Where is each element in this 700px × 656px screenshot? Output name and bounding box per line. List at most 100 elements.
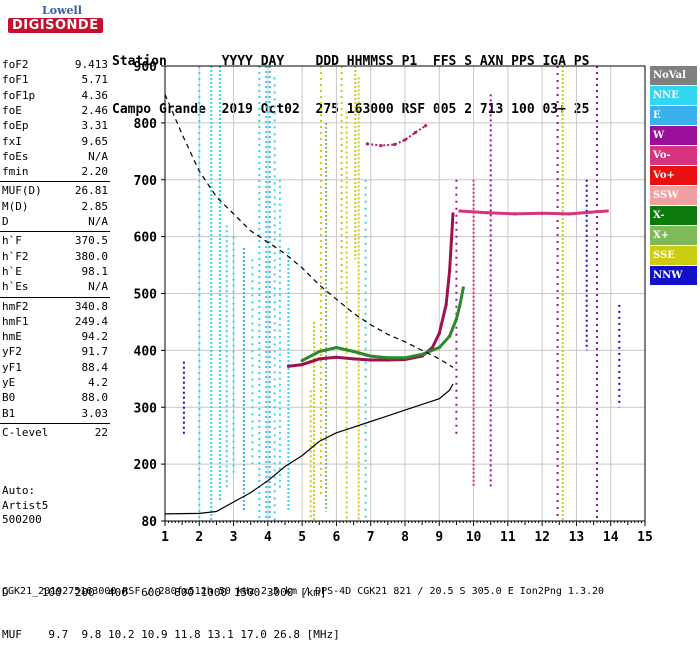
- param-row-fof1: foF1 5.71: [2, 73, 108, 87]
- param-row-fof1p: foF1p 4.36: [2, 89, 108, 103]
- trace-point: [334, 355, 338, 359]
- param-key: hmF2: [2, 299, 29, 313]
- logo-line2: DIGISONDE: [8, 18, 103, 33]
- auto-label: Auto:: [2, 484, 36, 497]
- param-row-hes: h`Es N/A: [2, 280, 108, 294]
- polarization-legend: NoVal NNE E W Vo- Vo+ SSW X- X+ SSE NNW: [650, 66, 697, 286]
- param-value: 2.85: [81, 199, 109, 213]
- trace-point: [413, 130, 417, 135]
- param-value: N/A: [88, 280, 108, 294]
- trace-point: [437, 331, 441, 335]
- auto-artist: Artist5: [2, 498, 49, 512]
- trace-point: [540, 211, 544, 215]
- trace-3: [459, 209, 608, 216]
- trace-point: [461, 286, 465, 290]
- legend-item-w: W: [650, 126, 697, 145]
- trace-point: [458, 303, 462, 307]
- x-tick-label: 11: [500, 530, 516, 545]
- trace-point: [365, 142, 369, 146]
- trace-point: [458, 209, 462, 213]
- trace-2: [367, 124, 427, 147]
- param-key: hmE: [2, 330, 22, 344]
- param-row-foep: foEp 3.31: [2, 119, 108, 133]
- param-row-md: M(D) 2.85: [2, 200, 108, 214]
- param-value: 3.31: [81, 119, 109, 133]
- station-header: Station YYYY DAY DDD HHMMSS P1 FFS S AXN…: [112, 22, 589, 134]
- trace-point: [369, 358, 373, 362]
- y-tick-label: 800: [134, 117, 158, 132]
- x-tick-label: 6: [333, 530, 341, 545]
- param-key: h`E: [2, 264, 22, 278]
- param-value: 2.20: [81, 165, 109, 179]
- param-value: 249.4: [74, 314, 108, 328]
- legend-item-vo: Vo+: [650, 166, 697, 185]
- trace-point: [420, 352, 424, 356]
- trace-point: [403, 356, 407, 360]
- trace-5: [164, 383, 454, 515]
- x-tick-label: 4: [264, 530, 272, 545]
- param-key: C-level: [2, 425, 49, 439]
- param-key: foEp: [2, 119, 29, 133]
- trace-point: [369, 354, 373, 358]
- trace-point: [403, 138, 407, 142]
- x-tick-label: 2: [195, 530, 203, 545]
- x-tick-label: 8: [401, 530, 409, 545]
- param-value: 380.0: [74, 249, 108, 263]
- param-value: 88.4: [81, 360, 109, 374]
- y-tick-label: 400: [134, 344, 158, 359]
- y-tick-label: 700: [134, 174, 158, 189]
- param-row-fxi: fxI 9.65: [2, 135, 108, 149]
- param-key: foF1p: [2, 88, 36, 102]
- trace-point: [334, 345, 338, 350]
- param-row-d: D N/A: [2, 215, 108, 229]
- muf-distance-row: D 100 200 400 600 800 1000 1500 3000 [km…: [2, 586, 327, 599]
- param-key: hmF1: [2, 314, 29, 328]
- param-row-hme: hmE 94.2: [2, 330, 108, 344]
- param-row-foe: foE 2.46: [2, 104, 108, 118]
- trace-point: [588, 210, 592, 214]
- param-row-fof2: foF2 9.413: [2, 58, 108, 72]
- legend-item-noval: NoVal: [650, 66, 697, 85]
- legend-item-vo: Vo-: [650, 146, 697, 165]
- trace-point: [605, 209, 609, 213]
- digisonde-logo: Lowell DIGISONDE: [2, 2, 103, 42]
- param-value: 5.71: [81, 73, 109, 87]
- trace-point: [513, 212, 517, 216]
- param-key: D: [2, 215, 9, 228]
- param-row-hmf2: hmF2 340.8: [2, 300, 108, 314]
- trace-point: [424, 124, 428, 128]
- trace-point: [352, 357, 356, 361]
- param-value: 22: [94, 425, 108, 439]
- y-tick-label: 200: [134, 458, 158, 473]
- param-value: 340.8: [74, 299, 108, 313]
- param-value: 98.1: [81, 264, 109, 278]
- param-key: M(D): [2, 199, 29, 213]
- trace-4: [164, 94, 454, 368]
- param-key: h`F: [2, 234, 22, 248]
- param-row-fmin: fmin 2.20: [2, 165, 108, 179]
- ionogram-chart: 1 2 3 4 5 6 7 8 9 10 11 12 13 14 158020030040050060070…: [134, 60, 653, 545]
- legend-item-nne: NNE: [650, 86, 697, 105]
- y-tick-label: 600: [134, 231, 158, 246]
- param-key: fmin: [2, 165, 29, 179]
- trace-0: [288, 213, 455, 368]
- param-row-clevel: C-level 22: [2, 426, 108, 440]
- param-value: N/A: [88, 215, 108, 228]
- param-row-b0: B0 88.0: [2, 391, 108, 405]
- param-key: h`Es: [2, 280, 29, 294]
- param-key: foF1: [2, 73, 29, 87]
- param-key: foF2: [2, 58, 29, 71]
- param-row-hmf1: hmF1 249.4: [2, 315, 108, 329]
- chart-noise-echoes: [182, 66, 621, 521]
- param-separator: [0, 422, 110, 424]
- trace-point: [568, 212, 572, 216]
- param-row-ye: yE 4.2: [2, 376, 108, 390]
- trace-point: [317, 349, 321, 354]
- param-row-b1: B1 3.03: [2, 407, 108, 421]
- logo-line1: Lowell: [42, 4, 82, 17]
- x-tick-label: 7: [367, 530, 375, 545]
- x-tick-label: 9: [435, 530, 443, 545]
- trace-point: [300, 363, 304, 367]
- trace-point: [444, 303, 448, 307]
- param-value: 91.7: [81, 345, 109, 359]
